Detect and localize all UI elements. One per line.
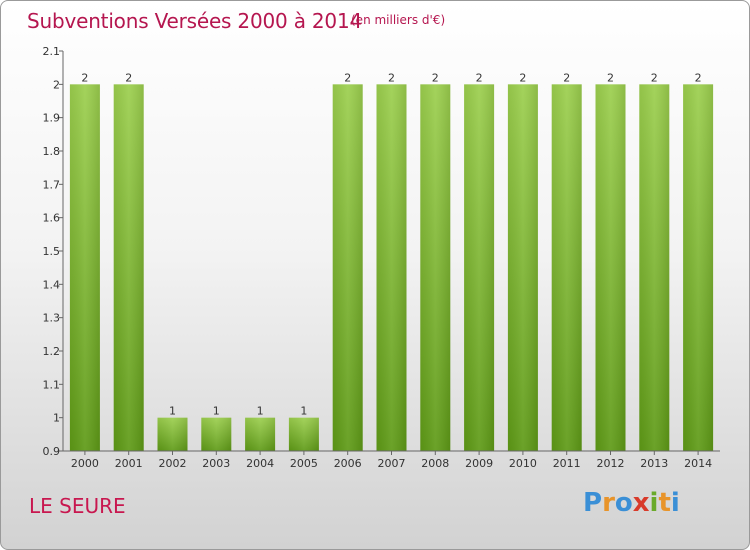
data-label: 2	[388, 71, 395, 84]
y-tick-label: 1	[53, 412, 60, 425]
logo-letter: x	[632, 488, 650, 518]
y-tick-label: 1.2	[43, 345, 61, 358]
x-tick-label: 2003	[202, 457, 230, 470]
data-label: 1	[213, 405, 220, 418]
bar-shade	[157, 417, 188, 451]
data-label: 2	[607, 71, 614, 84]
data-label: 2	[344, 71, 351, 84]
bar-shade	[376, 84, 407, 451]
bar-shade	[507, 84, 538, 451]
y-tick-label: 0.9	[43, 445, 61, 458]
logo-letter: i	[649, 488, 659, 518]
data-label: 2	[519, 71, 526, 84]
bar-shade	[683, 84, 714, 451]
data-label: 2	[563, 71, 570, 84]
bar-shade	[332, 84, 363, 451]
bar-shade	[288, 417, 319, 451]
x-tick-label: 2002	[159, 457, 187, 470]
x-tick-label: 2009	[465, 457, 493, 470]
x-tick-label: 2012	[597, 457, 625, 470]
bar-shade	[245, 417, 276, 451]
logo-letter: i	[670, 488, 680, 518]
bar-shade	[551, 84, 582, 451]
x-tick-label: 2000	[71, 457, 99, 470]
y-tick-label: 1.5	[43, 245, 61, 258]
data-label: 2	[695, 71, 702, 84]
bar-shade	[420, 84, 451, 451]
data-label: 2	[476, 71, 483, 84]
y-tick-label: 1.6	[43, 212, 61, 225]
chart-title: Subventions Versées 2000 à 2014	[27, 9, 363, 33]
data-label: 1	[169, 405, 176, 418]
y-tick-label: 1.1	[43, 378, 61, 391]
logo-letter: t	[658, 488, 671, 518]
chart-subtitle: (en milliers d'€)	[351, 13, 446, 27]
data-label: 2	[651, 71, 658, 84]
bar-shade	[639, 84, 670, 451]
x-tick-label: 2010	[509, 457, 537, 470]
y-tick-label: 1.8	[43, 145, 61, 158]
x-tick-label: 2007	[378, 457, 406, 470]
y-tick-label: 1.3	[43, 312, 61, 325]
logo-letter: o	[614, 488, 633, 518]
bar-shade	[464, 84, 495, 451]
bar-shade	[113, 84, 144, 451]
y-tick-label: 1.9	[43, 112, 61, 125]
x-tick-label: 2006	[334, 457, 362, 470]
x-tick-label: 2014	[684, 457, 712, 470]
bar-shade	[201, 417, 232, 451]
x-tick-label: 2013	[640, 457, 668, 470]
bar-shade	[595, 84, 626, 451]
x-tick-label: 2008	[421, 457, 449, 470]
y-tick-label: 1.4	[43, 278, 61, 291]
data-label: 1	[300, 405, 307, 418]
data-label: 2	[81, 71, 88, 84]
x-tick-label: 2001	[115, 457, 143, 470]
proxiti-logo: Proxiti	[583, 488, 680, 518]
data-label: 2	[125, 71, 132, 84]
data-label: 2	[432, 71, 439, 84]
logo-letter: P	[583, 488, 603, 518]
x-tick-label: 2004	[246, 457, 274, 470]
y-tick-label: 2	[53, 78, 60, 91]
x-tick-label: 2005	[290, 457, 318, 470]
y-tick-label: 1.7	[43, 178, 61, 191]
y-tick-label: 2.1	[43, 45, 61, 58]
x-tick-label: 2011	[553, 457, 581, 470]
bar-shade	[69, 84, 100, 451]
data-label: 1	[257, 405, 264, 418]
municipality-name: LE SEURE	[29, 494, 126, 518]
logo-letter: r	[602, 488, 615, 518]
